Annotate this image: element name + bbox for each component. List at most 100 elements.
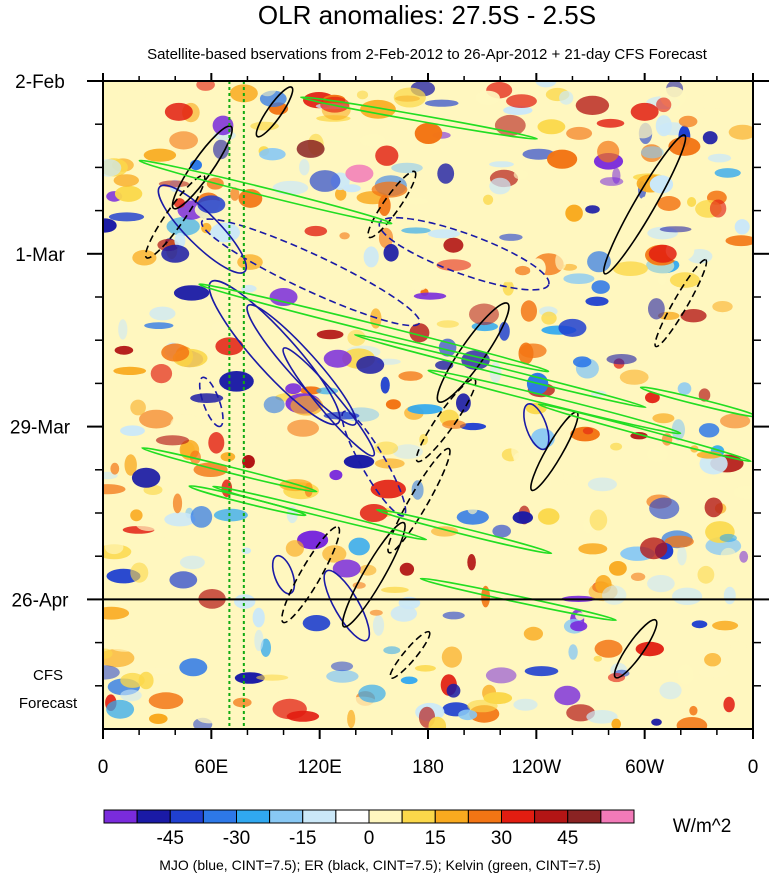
- anomaly-cell: [492, 524, 512, 538]
- anomaly-cell: [582, 427, 594, 435]
- anomaly-cell: [677, 382, 692, 395]
- anomaly-cell: [103, 606, 130, 620]
- anomaly-cell: [437, 163, 455, 184]
- anomaly-cell: [696, 451, 723, 459]
- anomaly-cell: [725, 235, 753, 247]
- anomaly-cell: [672, 587, 703, 605]
- anomaly-cell: [734, 219, 750, 235]
- anomaly-cell: [169, 131, 199, 150]
- mjo-contours: [157, 184, 550, 642]
- anomaly-cell: [697, 565, 715, 584]
- anomaly-cell: [520, 300, 538, 322]
- anomaly-cell: [220, 452, 236, 462]
- anomaly-cell: [392, 444, 423, 459]
- anomaly-cell: [687, 197, 697, 207]
- anomaly-cell: [212, 115, 234, 136]
- anomaly-cell: [131, 467, 161, 488]
- anomaly-cell: [678, 115, 698, 128]
- mjo-contour: [198, 376, 224, 428]
- anomaly-cell: [302, 615, 331, 632]
- kelvin-contour: [537, 403, 752, 463]
- anomaly-cell: [179, 555, 205, 570]
- anomaly-cell: [513, 451, 532, 466]
- anomaly-center: [161, 343, 190, 362]
- anomaly-cell: [436, 259, 472, 271]
- anomaly-cell: [257, 81, 278, 97]
- anomaly-cell: [649, 175, 674, 194]
- anomaly-cell: [506, 94, 537, 108]
- kelvin-contour: [138, 159, 393, 225]
- anomaly-cell: [659, 226, 692, 233]
- anomaly-cell: [541, 311, 557, 325]
- colorbar-tick-label: -30: [223, 828, 250, 849]
- er-contour: [144, 174, 206, 259]
- anomaly-cell: [691, 620, 708, 629]
- y-axis: 2-Feb 1-Mar 29-Mar 26-Apr: [10, 72, 769, 687]
- colorbar-tick-label: -45: [157, 828, 184, 849]
- anomaly-cell: [190, 506, 213, 528]
- anomaly-cell: [640, 196, 652, 207]
- anomaly-cell: [393, 87, 426, 108]
- colorbar: -45 -30 -15 0 15 30 45: [103, 809, 635, 849]
- anomaly-cell: [130, 509, 143, 522]
- anomaly-cell: [596, 118, 625, 128]
- anomaly-cell: [278, 684, 291, 700]
- anomaly-cell: [398, 371, 423, 381]
- anomaly-cell: [640, 146, 664, 159]
- colorbar-swatch: [501, 809, 536, 824]
- anomaly-cell: [139, 409, 174, 429]
- kelvin-contour: [375, 508, 553, 555]
- anomaly-cell: [570, 621, 588, 632]
- anomaly-cell: [657, 275, 667, 286]
- er-contour: [654, 258, 708, 348]
- reference-lines: [228, 81, 245, 729]
- anomaly-cell: [515, 265, 531, 276]
- anomaly-cell: [469, 303, 499, 326]
- anomaly-cell: [498, 321, 510, 341]
- chart-title: OLR anomalies: 27.5S - 2.5S: [258, 0, 596, 30]
- mjo-contour: [282, 347, 376, 457]
- anomaly-cell: [267, 357, 276, 379]
- anomaly-cell: [213, 139, 229, 160]
- anomaly-cell: [108, 212, 145, 222]
- anomaly-cell: [719, 533, 737, 543]
- anomaly-center: [161, 244, 190, 263]
- anomaly-cell: [399, 562, 415, 576]
- colorbar-swatch: [401, 809, 436, 824]
- er-contour: [602, 134, 687, 275]
- anomaly-cell: [103, 484, 126, 495]
- anomaly-cell: [702, 131, 718, 145]
- colorbar-swatch: [236, 809, 271, 824]
- colorbar-swatch: [169, 809, 204, 824]
- anomaly-center: [332, 559, 361, 578]
- anomaly-cell: [733, 485, 753, 499]
- anomaly-cell: [609, 561, 627, 576]
- anomaly-cell: [649, 497, 680, 520]
- anomaly-cell: [535, 81, 557, 88]
- anomaly-center: [359, 504, 388, 522]
- anomaly-cell: [120, 689, 142, 702]
- anomaly-cell: [208, 432, 225, 454]
- olr-anomaly-field: [103, 81, 753, 729]
- anomaly-cell: [149, 713, 168, 724]
- anomaly-cell: [375, 145, 399, 166]
- anomaly-cell: [254, 629, 264, 652]
- anomaly-cell: [132, 249, 157, 266]
- anomaly-cell: [164, 512, 196, 527]
- anomaly-cell: [547, 149, 578, 169]
- anomaly-cell: [149, 306, 176, 321]
- anomaly-cell: [499, 233, 523, 241]
- anomaly-cell: [107, 635, 142, 652]
- contour-legend: MJO (blue, CINT=7.5); ER (black, CINT=7.…: [159, 857, 601, 873]
- anomaly-cell: [712, 620, 739, 631]
- anomaly-cell: [374, 458, 405, 469]
- anomaly-cell: [431, 526, 459, 537]
- anomaly-cell: [158, 180, 189, 188]
- anomaly-cell: [602, 585, 627, 605]
- anomaly-cell: [407, 404, 443, 415]
- anomaly-cell: [651, 718, 662, 726]
- er-contour: [613, 618, 658, 679]
- anomaly-cell: [475, 90, 500, 105]
- anomaly-cell: [659, 681, 682, 700]
